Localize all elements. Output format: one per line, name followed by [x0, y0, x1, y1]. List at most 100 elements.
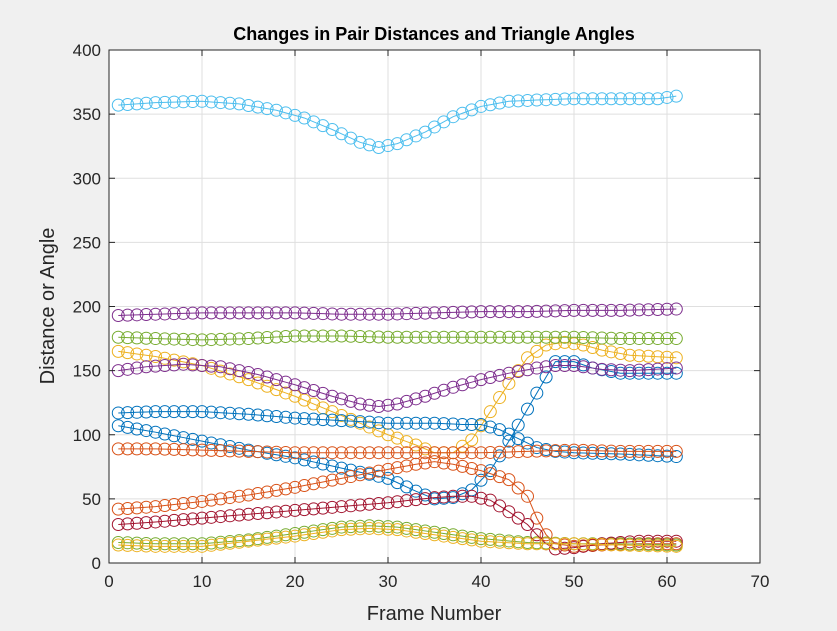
data-point [641, 349, 655, 363]
data-point [204, 510, 218, 524]
data-point [586, 341, 600, 355]
data-point [307, 477, 321, 491]
data-point [176, 513, 190, 527]
data-point [297, 412, 311, 426]
data-point [474, 491, 488, 505]
data-point [251, 100, 265, 114]
data-point [251, 445, 265, 459]
data-point [511, 94, 525, 108]
data-point [372, 469, 386, 483]
data-point [428, 455, 441, 469]
data-point [204, 306, 218, 320]
data-point [483, 305, 497, 319]
data-point [223, 509, 237, 523]
data-point [214, 510, 228, 524]
data-point [307, 502, 321, 516]
data-point [446, 489, 460, 503]
y-tick-label: 0 [92, 554, 101, 573]
data-point [130, 331, 144, 345]
data-point [353, 397, 367, 411]
y-tick-label: 200 [73, 298, 101, 317]
data-point [204, 405, 218, 419]
data-point [669, 302, 683, 316]
data-point [260, 532, 274, 546]
data-point [651, 539, 665, 553]
data-point [186, 358, 200, 372]
data-point [530, 386, 544, 400]
data-point [381, 462, 395, 476]
data-point [409, 484, 423, 498]
data-point [158, 332, 172, 346]
data-point [344, 414, 358, 428]
data-point [307, 524, 321, 538]
data-point [511, 481, 525, 495]
data-point [269, 448, 283, 462]
data-point [400, 521, 414, 535]
data-point [288, 306, 302, 320]
data-point [493, 449, 507, 463]
data-point [455, 378, 469, 392]
data-point [493, 330, 507, 344]
series-line [118, 95, 677, 148]
data-point [362, 415, 376, 429]
data-point [149, 359, 162, 373]
data-point [279, 306, 293, 320]
data-point [223, 444, 237, 458]
data-point [130, 501, 144, 515]
data-point [418, 524, 432, 538]
data-point [493, 391, 507, 405]
data-point [111, 535, 125, 549]
data-point [158, 499, 172, 513]
data-point [548, 537, 562, 551]
data-point [149, 332, 162, 346]
data-point [297, 453, 311, 467]
data-point [362, 519, 376, 533]
data-point [446, 417, 460, 431]
data-point [465, 530, 479, 544]
data-point [269, 383, 283, 397]
data-point [223, 362, 237, 376]
data-point [260, 102, 274, 116]
data-point [390, 495, 404, 509]
data-point [353, 330, 367, 344]
data-point [139, 360, 153, 374]
data-point [121, 501, 135, 515]
data-point [465, 417, 479, 431]
data-point [260, 445, 274, 459]
data-point [437, 529, 451, 543]
data-point [502, 366, 516, 380]
data-point [483, 330, 497, 344]
x-axis-title: Frame Number [367, 603, 502, 625]
data-point [474, 417, 488, 431]
data-point [641, 444, 655, 458]
data-point [316, 386, 330, 400]
data-point [242, 444, 255, 458]
data-point [390, 476, 404, 490]
data-point [158, 307, 172, 321]
data-point [539, 93, 553, 107]
data-point [604, 444, 618, 458]
data-point [511, 418, 525, 432]
data-point [660, 302, 674, 316]
data-point [409, 392, 423, 406]
data-point [362, 446, 376, 460]
data-point [232, 306, 246, 320]
data-point [409, 306, 423, 320]
data-point [242, 407, 255, 421]
data-point [465, 533, 479, 547]
data-point [316, 523, 330, 537]
data-point [474, 99, 488, 113]
data-point [186, 495, 200, 509]
data-point [353, 519, 367, 533]
data-point [390, 137, 404, 151]
data-point [641, 448, 655, 462]
data-point [632, 444, 646, 458]
data-point [232, 444, 246, 458]
data-point [632, 366, 646, 380]
data-point [232, 441, 246, 455]
y-tick-label: 350 [73, 105, 101, 124]
data-point [260, 379, 274, 393]
data-point [465, 103, 479, 117]
data-point [474, 330, 488, 344]
data-point [437, 527, 451, 540]
